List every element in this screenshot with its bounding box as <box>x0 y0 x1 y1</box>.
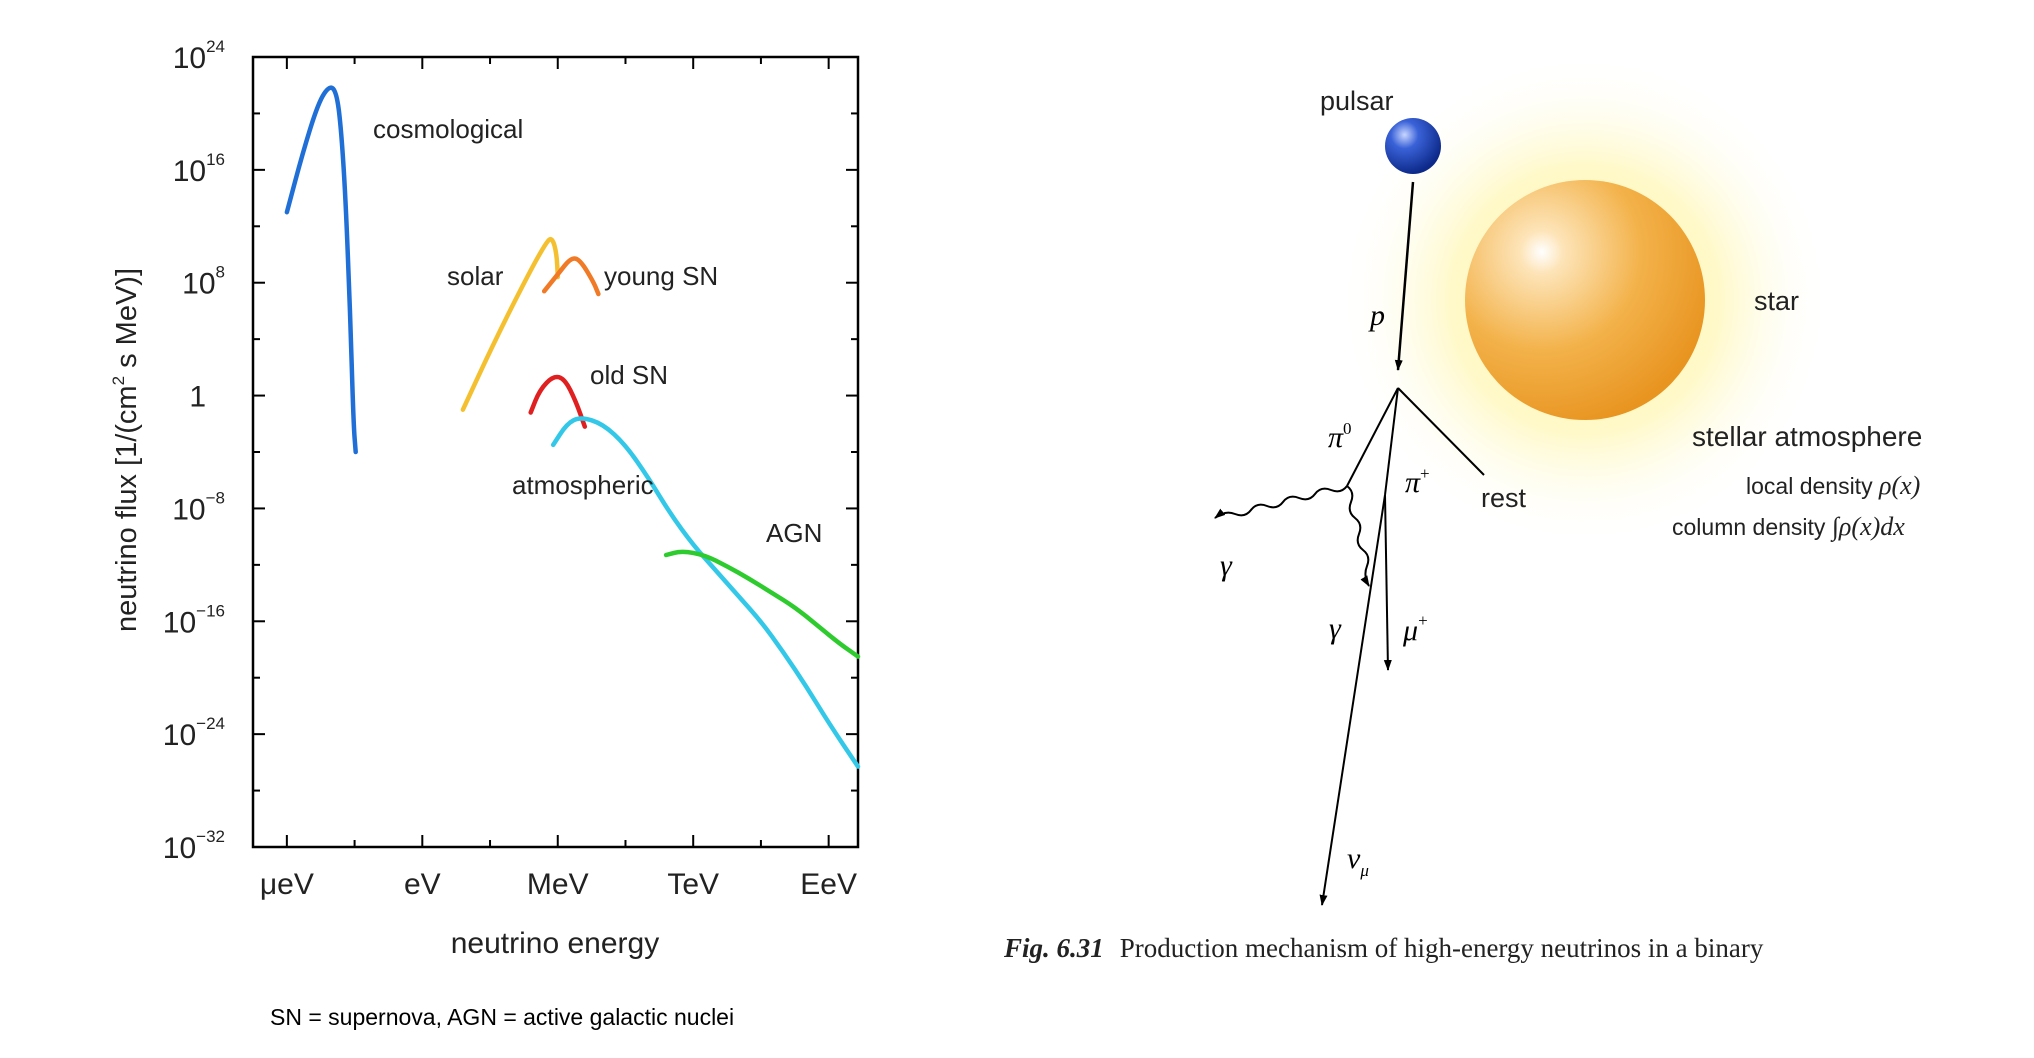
series-label-atmospheric: atmospheric <box>512 470 654 500</box>
y-tick-label: 108 <box>182 263 225 301</box>
proton-track <box>1394 181 1415 371</box>
y-tick-label: 10−8 <box>172 488 225 526</box>
series-label-solar: solar <box>447 261 504 291</box>
x-tick-label: MeV <box>527 868 589 901</box>
series-layer <box>284 85 861 769</box>
rest-track <box>1397 387 1485 476</box>
rest-label: rest <box>1481 483 1527 513</box>
series-old-sn <box>528 374 588 429</box>
muon-label: μ+ <box>1402 611 1428 647</box>
x-axis-ticks: μeV eV MeV TeV EeV <box>260 57 857 901</box>
neutrino-label: νμ <box>1347 842 1369 880</box>
photon-label-down: γ <box>1329 612 1342 645</box>
series-solar <box>460 237 561 412</box>
y-tick-label: 10−16 <box>163 601 225 639</box>
y-axis-label: neutrino flux [1/(cm2 s MeV)] <box>109 268 143 632</box>
series-label-young-sn: young SN <box>604 261 718 291</box>
figure-caption-label: Fig. 6.31 <box>1003 933 1104 963</box>
piplus-label: π+ <box>1405 464 1430 499</box>
photon-track-down <box>1346 485 1370 587</box>
chart-footnote: SN = supernova, AGN = active galactic nu… <box>270 1004 735 1030</box>
x-tick-label: TeV <box>667 868 719 901</box>
photon-label-left: γ <box>1220 549 1233 582</box>
neutrino-track <box>1319 494 1386 906</box>
star-sphere <box>1465 180 1705 420</box>
y-tick-label: 10−24 <box>163 714 225 752</box>
stellar-atmosphere-label: stellar atmosphere <box>1692 421 1922 452</box>
x-tick-label: μeV <box>260 868 314 901</box>
photon-track-left <box>1214 485 1348 519</box>
column-density-label: column density ∫ρ(x)dx <box>1672 512 1905 542</box>
figure-caption: Fig. 6.31 Production mechanism of high-en… <box>1003 933 1764 963</box>
star-label: star <box>1754 286 1799 316</box>
piplus-track <box>1384 387 1399 496</box>
series-agn <box>663 549 861 659</box>
local-density-label: local density ρ(x) <box>1746 471 1920 500</box>
y-tick-label: 1016 <box>173 150 225 188</box>
muon-track <box>1383 494 1392 671</box>
pulsar-label: pulsar <box>1320 86 1394 116</box>
proton-label: p <box>1368 299 1385 332</box>
pi0-label: π0 <box>1328 419 1352 454</box>
series-atmospheric <box>550 416 861 769</box>
series-label-agn: AGN <box>766 518 822 548</box>
series-cosmological <box>284 85 358 455</box>
y-tick-label: 1024 <box>173 37 225 75</box>
y-axis-ticks: 1024 1016 108 1 10−8 10−16 10−24 10−32 <box>163 37 858 865</box>
x-tick-label: eV <box>404 868 441 901</box>
series-label-cosmological: cosmological <box>373 114 523 144</box>
y-tick-label: 1 <box>189 381 206 414</box>
pulsar-sphere <box>1385 118 1441 174</box>
pi0-track <box>1346 387 1399 487</box>
neutrino-flux-chart: 1024 1016 108 1 10−8 10−16 10−24 10−32 μeV eV MeV… <box>109 37 861 960</box>
x-axis-label: neutrino energy <box>451 927 659 960</box>
y-tick-label: 10−32 <box>163 827 225 865</box>
binary-neutrino-diagram: pulsar star stellar atmosphere local den… <box>1003 55 1922 963</box>
series-label-old-sn: old SN <box>590 360 668 390</box>
x-tick-label: EeV <box>800 868 857 901</box>
series-young-sn <box>541 256 601 297</box>
